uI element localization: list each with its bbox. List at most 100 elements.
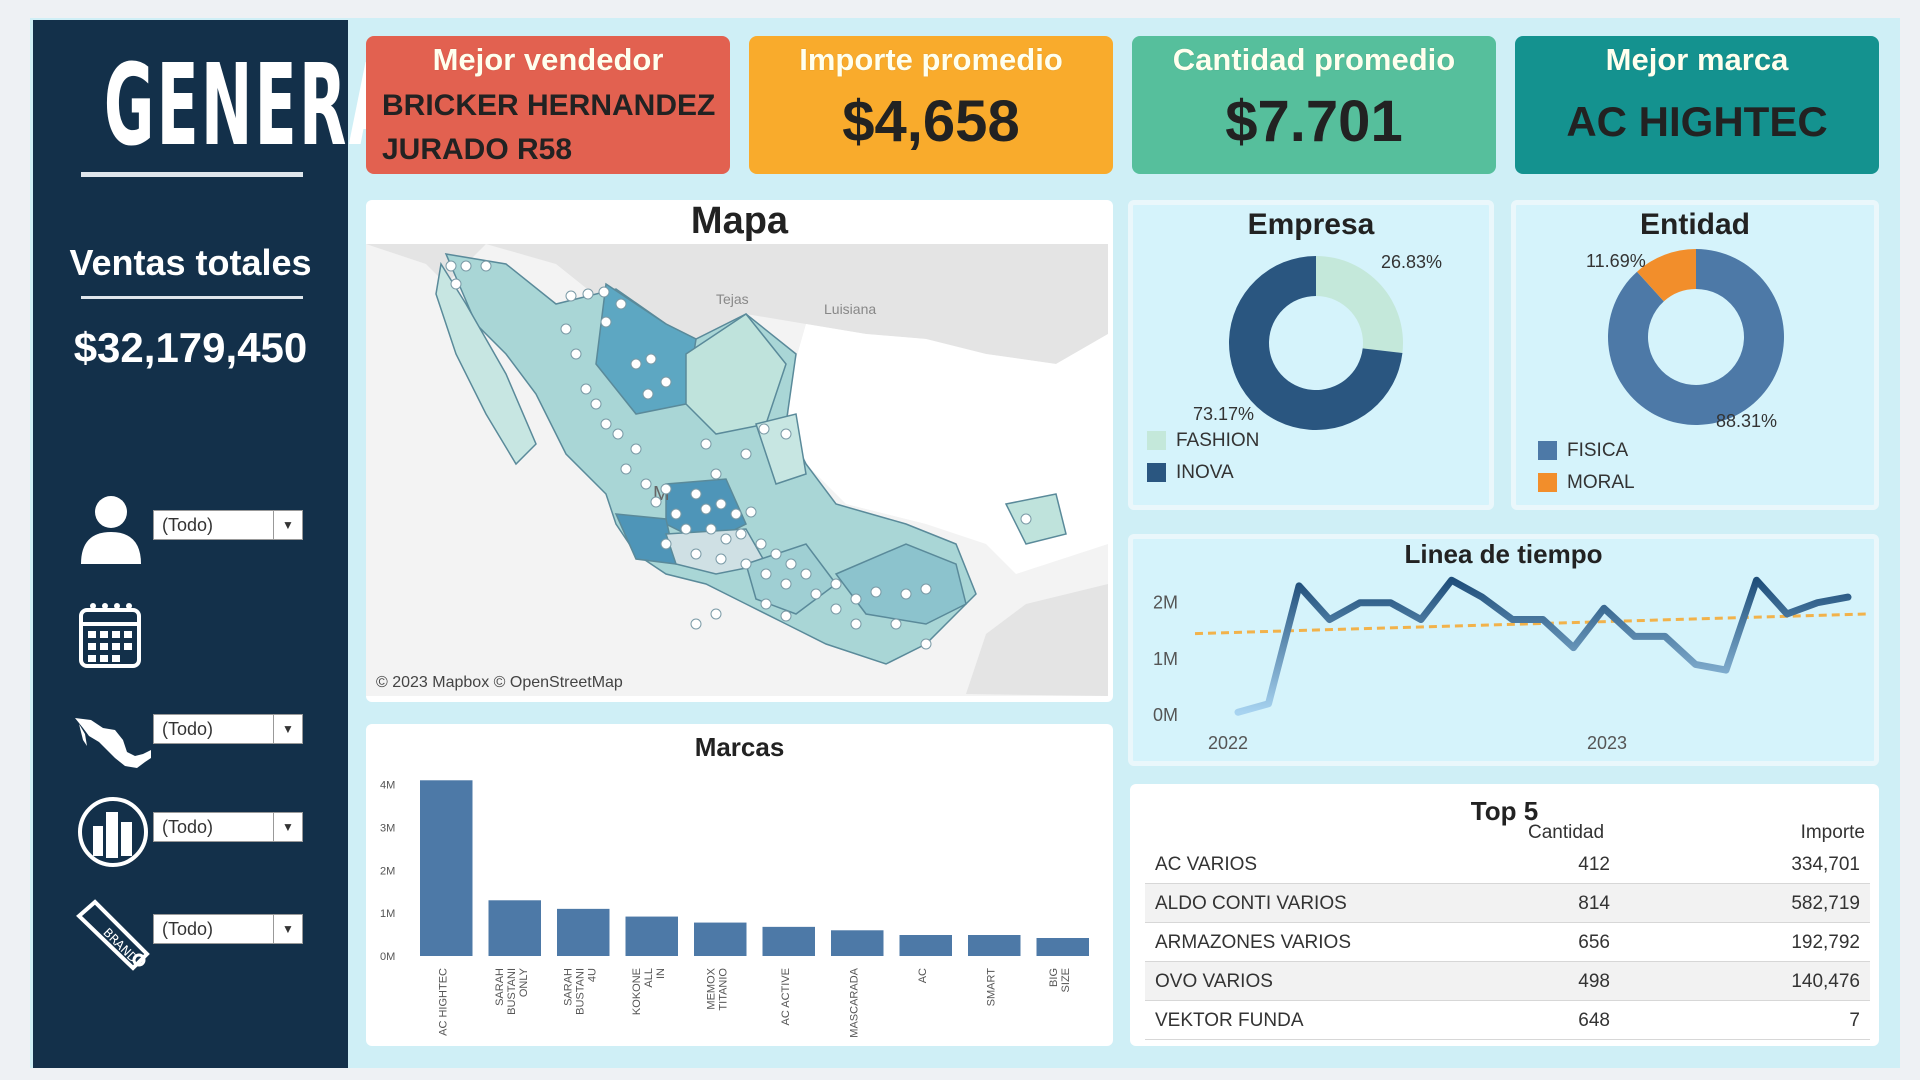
bar-x-label: MEMOX	[705, 967, 717, 1009]
state-filter-dropdown[interactable]: (Todo) ▼	[153, 714, 303, 744]
kpi-best-brand: Mejor marca AC HIGHTEC	[1515, 36, 1879, 174]
legend-inova-label: INOVA	[1176, 462, 1234, 483]
top5-quantity: 648	[1578, 1010, 1610, 1031]
sidebar: GENERAL Ventas totales $32,179,450 (Todo…	[33, 20, 438, 1068]
table-row[interactable]: OVO VARIOS 498 140,476	[1145, 962, 1870, 1001]
kpi-best-seller-value: BRICKER HERNANDEZ JURADO R58	[382, 84, 730, 172]
table-row[interactable]: ALDO CONTI VARIOS 814 582,719	[1145, 884, 1870, 923]
mexico-map-icon	[75, 718, 151, 768]
svg-text:BRAND: BRAND	[100, 925, 140, 965]
kpi-avg-quantity: Cantidad promedio $7.701	[1132, 36, 1496, 174]
timeline-panel: Linea de tiempo 2M 1M 0M 2022 2023	[1128, 534, 1879, 766]
title-divider	[81, 172, 303, 177]
bar-x-label: SIZE	[1060, 968, 1072, 992]
timeline-line-chart: 2M 1M 0M 2022 2023	[1153, 576, 1869, 753]
chevron-down-icon: ▼	[273, 813, 302, 841]
legend-moral-label: MORAL	[1567, 472, 1635, 493]
state-chiapas	[834, 543, 967, 625]
brand-filter-dropdown[interactable]: (Todo) ▼	[153, 914, 303, 944]
state-filter-value: (Todo)	[162, 719, 214, 739]
legend-inova-swatch	[1147, 463, 1166, 483]
map-points	[445, 260, 1032, 650]
line-x-tick: 2022	[1208, 733, 1248, 753]
brands-panel: Marcas 4M 3M 2M 1M 0M AC HIGHTEC SARAH BUSTANI O…	[366, 724, 1113, 1046]
donut-slice	[1608, 249, 1784, 425]
top5-quantity: 656	[1578, 932, 1610, 953]
legend-moral-swatch	[1538, 473, 1557, 493]
line-y-tick: 1M	[1153, 649, 1178, 669]
kpi-avg-quantity-value: $7.701	[1225, 89, 1403, 154]
bar-x-label: SARAH	[562, 968, 574, 1006]
kpi-avg-amount-value: $4,658	[842, 89, 1020, 154]
bar-x-label: AC	[917, 968, 929, 983]
bar	[488, 900, 541, 956]
bar-x-label: BUSTANI	[574, 968, 586, 1015]
top5-amount: 582,719	[1791, 893, 1860, 914]
kpi-avg-amount: Importe promedio $4,658	[749, 36, 1113, 174]
kpi-avg-amount-label: Importe promedio	[799, 42, 1063, 77]
bar-x-label: TITANIO	[717, 968, 729, 1011]
line-y-tick: 2M	[1153, 593, 1178, 613]
donut-slice	[1316, 256, 1403, 353]
top5-amount: 192,792	[1791, 932, 1860, 953]
user-icon	[81, 496, 141, 564]
chevron-down-icon: ▼	[273, 511, 302, 539]
top5-amount: 7	[1849, 1010, 1860, 1031]
top5-quantity: 498	[1578, 971, 1610, 992]
chevron-down-icon: ▼	[273, 915, 302, 943]
bar-x-label: ALL	[643, 968, 655, 988]
bar	[1036, 938, 1089, 956]
company-donut-chart: 26.83% 73.17%	[1193, 252, 1442, 430]
legend-moral: MORAL	[1538, 472, 1635, 494]
top5-brand-name: VEKTOR FUNDA	[1155, 1010, 1304, 1031]
bar	[694, 922, 747, 956]
legend-fisica: FISICA	[1538, 440, 1628, 462]
bar-x-label: KOKONE	[631, 968, 643, 1015]
bar-y-tick: 2M	[380, 865, 395, 877]
map-panel: Mapa Tejas Luisiana M	[366, 200, 1113, 702]
seller-filter-dropdown[interactable]: (Todo) ▼	[153, 510, 303, 540]
bar	[420, 780, 473, 956]
top5-col-amount: Importe	[1800, 822, 1865, 843]
top5-quantity: 814	[1578, 893, 1610, 914]
top5-title: Top 5	[1470, 796, 1539, 826]
buildings-icon	[78, 797, 148, 867]
entity-donut-chart: 88.31% 11.69%	[1586, 249, 1784, 431]
chevron-down-icon: ▼	[273, 715, 302, 743]
table-row[interactable]: VEKTOR FUNDA 648 7	[1145, 1001, 1870, 1040]
top5-brand-name: AC VARIOS	[1155, 854, 1258, 875]
kpi-avg-quantity-label: Cantidad promedio	[1172, 42, 1456, 77]
map-title: Mapa	[690, 200, 789, 242]
legend-fashion-label: FASHION	[1176, 430, 1260, 451]
brand-tag-icon: BRAND	[76, 899, 150, 971]
bar-x-label: SMART	[985, 968, 997, 1007]
map-attribution: © 2023 Mapbox © OpenStreetMap	[376, 674, 623, 691]
kpi-best-seller-line1: BRICKER HERNANDEZ	[382, 89, 716, 122]
entity-title: Entidad	[1640, 208, 1750, 241]
legend-inova: INOVA	[1147, 462, 1234, 484]
table-row[interactable]: ARMAZONES VARIOS 656 192,792	[1145, 923, 1870, 962]
state-yucatan	[1004, 493, 1067, 545]
bar-x-label: BIG	[1048, 968, 1060, 987]
calendar-icon	[79, 603, 141, 668]
bar-x-label: 4U	[586, 968, 598, 982]
bar-y-tick: 3M	[380, 822, 395, 834]
map-label-tejas: Tejas	[716, 291, 749, 307]
company-filter-value: (Todo)	[162, 817, 214, 837]
company-filter-dropdown[interactable]: (Todo) ▼	[153, 812, 303, 842]
kpi-best-seller: Mejor vendedor BRICKER HERNANDEZ JURADO …	[366, 36, 730, 174]
bar-x-label: ONLY	[518, 967, 530, 997]
total-sales-divider	[81, 296, 303, 299]
donut-slice-label: 88.31%	[1716, 411, 1777, 431]
bar	[557, 908, 610, 956]
top5-brand-name: OVO VARIOS	[1155, 971, 1273, 992]
mexico-map[interactable]: Tejas Luisiana M	[366, 244, 1108, 696]
top5-brand-name: ARMAZONES VARIOS	[1155, 932, 1352, 953]
bar-x-label: SARAH	[494, 968, 506, 1006]
bar-y-tick: 1M	[380, 908, 395, 920]
top5-quantity: 412	[1578, 854, 1610, 875]
legend-fisica-swatch	[1538, 441, 1557, 461]
table-row[interactable]: AC VARIOS 412 334,701	[1145, 845, 1870, 884]
central-america-landmass	[966, 584, 1108, 696]
